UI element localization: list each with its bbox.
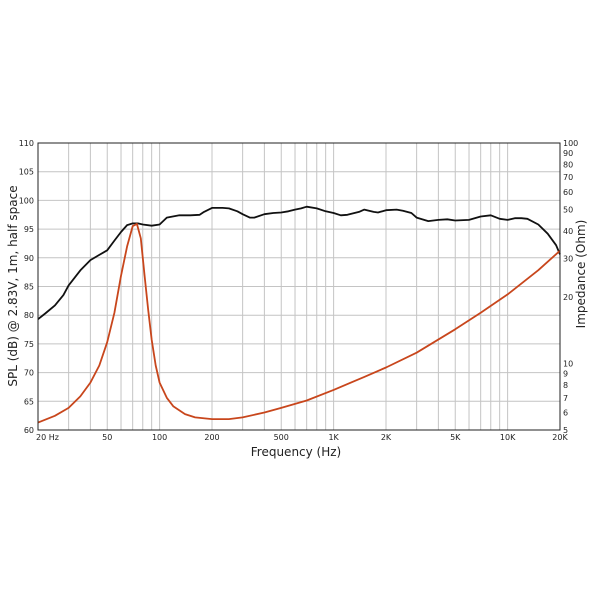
y-right-tick-label: 90 — [563, 149, 573, 158]
y-left-tick-label: 75 — [24, 340, 34, 349]
y-left-tick-label: 95 — [24, 225, 34, 234]
x-tick-label: 20 Hz — [36, 433, 59, 442]
y-right-tick-label: 6 — [563, 409, 568, 418]
y-right-tick-label: 10 — [563, 360, 573, 369]
series-group — [37, 205, 561, 424]
y-right-tick-label: 40 — [563, 227, 573, 236]
x-tick-label: 100 — [152, 433, 167, 442]
impedance-curve — [37, 222, 561, 424]
y-right-tick-label: 5 — [563, 426, 568, 435]
y-right-tick-label: 70 — [563, 173, 573, 182]
x-tick-label: 1K — [328, 433, 339, 442]
y-axis-right-title: Impedance (Ohm) — [574, 220, 588, 329]
y-left-tick-label: 110 — [19, 139, 34, 148]
y-right-tick-label: 80 — [563, 160, 573, 169]
x-tick-label: 500 — [274, 433, 289, 442]
y-left-tick-label: 65 — [24, 397, 34, 406]
y-right-tick-label: 20 — [563, 293, 573, 302]
y-right-tick-label: 9 — [563, 370, 568, 379]
spl-curve — [37, 205, 561, 320]
y-right-tick-label: 7 — [563, 394, 568, 403]
y-right-tick-label: 8 — [563, 381, 568, 390]
y-left-tick-label: 80 — [24, 311, 34, 320]
x-axis-title: Frequency (Hz) — [251, 445, 342, 459]
x-tick-label: 50 — [102, 433, 112, 442]
y-right-tick-label: 50 — [563, 205, 573, 214]
y-right-tick-label: 100 — [563, 139, 578, 148]
plot-frame — [37, 142, 561, 431]
tick-labels: 60 65 70 75 80 85 90 95 100 105 110 5 6 7 8 910 20 30 40 50… — [19, 139, 579, 442]
y-right-tick-label: 30 — [563, 254, 573, 263]
x-tick-label: 20K — [552, 433, 568, 442]
x-tick-label: 10K — [500, 433, 516, 442]
x-tick-label: 200 — [204, 433, 219, 442]
y-left-tick-label: 70 — [24, 369, 34, 378]
grid — [37, 142, 561, 431]
y-left-tick-label: 100 — [19, 196, 34, 205]
y-right-tick-label: 60 — [563, 188, 573, 197]
x-tick-label: 2K — [381, 433, 392, 442]
y-left-tick-label: 85 — [24, 283, 34, 292]
y-left-tick-label: 60 — [24, 426, 34, 435]
x-tick-label: 5K — [450, 433, 461, 442]
y-left-tick-label: 90 — [24, 254, 34, 263]
y-left-tick-label: 105 — [19, 168, 34, 177]
y-axis-left-title: SPL (dB) @ 2.83V, 1m, half space — [6, 185, 20, 386]
